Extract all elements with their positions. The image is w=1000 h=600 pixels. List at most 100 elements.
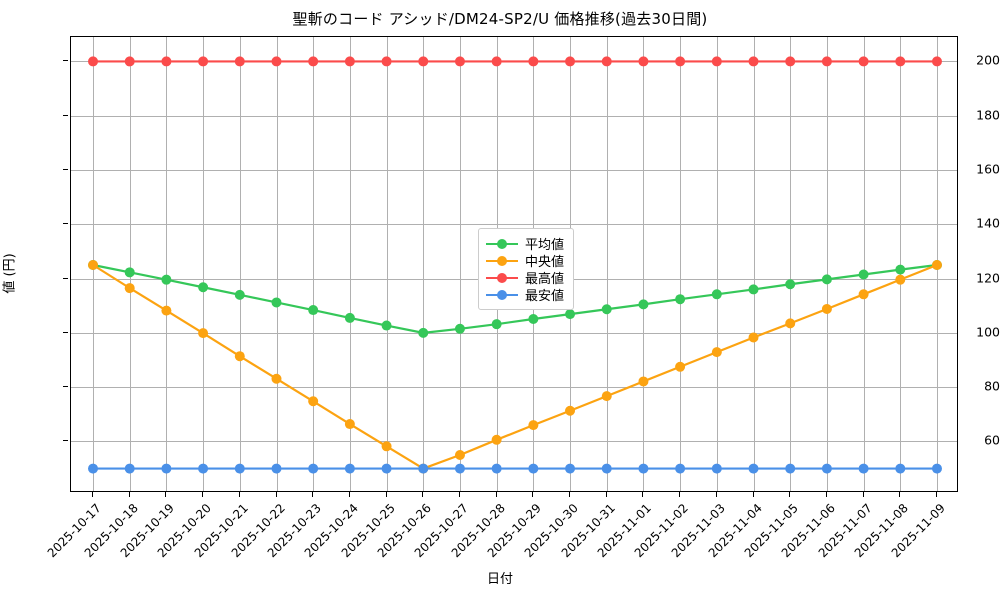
x-tick-mark — [128, 492, 130, 497]
data-point — [308, 305, 319, 316]
data-point — [124, 56, 135, 67]
data-point — [675, 361, 686, 372]
y-tick-label: 100 — [976, 324, 1000, 340]
data-point — [931, 260, 942, 270]
gridline-vertical — [276, 37, 278, 491]
x-tick-mark — [789, 492, 791, 497]
x-tick-mark — [899, 492, 901, 497]
gridline-horizontal — [71, 115, 957, 117]
data-point — [491, 434, 502, 445]
data-point — [858, 289, 869, 300]
data-point — [675, 294, 686, 305]
data-point — [271, 297, 282, 308]
legend-marker-icon — [486, 288, 518, 302]
legend-marker-icon — [486, 271, 518, 285]
data-point — [271, 463, 282, 474]
data-point — [601, 391, 612, 402]
data-point — [308, 463, 319, 474]
data-point — [344, 419, 355, 430]
x-tick-mark — [862, 492, 864, 497]
gridline-vertical — [753, 37, 755, 491]
data-point — [638, 376, 649, 387]
gridline-vertical — [460, 37, 461, 491]
x-tick-mark — [495, 492, 497, 497]
legend-item-4[interactable]: 最安値 — [486, 286, 564, 304]
gridline-horizontal — [71, 224, 957, 226]
chart-title: 聖斬のコード アシッド/DM24-SP2/U 価格推移(過去30日間) — [292, 10, 708, 28]
gridline-vertical — [423, 37, 425, 491]
data-point — [565, 309, 576, 320]
data-point — [565, 405, 576, 416]
gridline-vertical — [863, 37, 865, 491]
gridline-horizontal — [71, 387, 957, 389]
data-point — [161, 56, 172, 67]
data-point — [675, 56, 686, 67]
data-point — [711, 56, 722, 67]
data-point — [528, 56, 539, 67]
y-tick-mark — [63, 223, 68, 225]
gridline-horizontal — [71, 170, 957, 171]
gridline-vertical — [203, 37, 205, 491]
y-tick-label: 140 — [976, 215, 1000, 231]
data-point — [858, 269, 869, 280]
data-point — [88, 463, 99, 474]
gridline-vertical — [900, 37, 902, 491]
gridline-vertical — [680, 37, 682, 491]
gridline-vertical — [239, 37, 241, 491]
data-point — [161, 274, 172, 285]
data-point — [344, 312, 355, 323]
data-point — [308, 396, 319, 407]
x-axis-label: 日付 — [486, 572, 513, 587]
y-tick-mark — [63, 386, 68, 388]
data-point — [858, 56, 869, 67]
gridline-vertical — [716, 37, 718, 491]
x-tick-mark — [569, 492, 571, 497]
data-point — [234, 289, 245, 300]
data-point — [895, 56, 906, 67]
x-tick-mark — [642, 492, 644, 497]
data-point — [601, 304, 612, 315]
chart-legend: 平均値中央値 最高値 最安値 — [478, 228, 575, 310]
data-point — [88, 260, 99, 270]
data-point — [381, 320, 392, 331]
data-point — [528, 463, 539, 474]
x-tick-mark — [752, 492, 754, 497]
data-point — [711, 347, 722, 358]
legend-item-1[interactable]: 平均値 — [486, 235, 564, 253]
gridline-horizontal — [71, 441, 957, 443]
gridline-vertical — [349, 37, 351, 491]
data-point — [601, 463, 612, 474]
y-tick-mark — [63, 277, 68, 279]
data-point — [858, 463, 869, 474]
data-point — [344, 463, 355, 474]
legend-label: 中央値 — [525, 255, 565, 270]
data-point — [785, 279, 796, 290]
data-point — [748, 284, 759, 295]
data-point — [234, 56, 245, 67]
data-point — [821, 274, 832, 285]
x-tick-mark — [165, 492, 167, 497]
legend-item-2[interactable]: 中央値 — [486, 252, 565, 270]
data-point — [601, 56, 612, 67]
data-point — [344, 56, 355, 67]
gridline-horizontal — [71, 332, 957, 334]
series-3 — [88, 56, 942, 67]
gridline-vertical — [826, 37, 828, 491]
data-point — [308, 56, 319, 67]
data-point — [454, 56, 465, 67]
y-tick-label: 160 — [976, 161, 1000, 177]
data-point — [931, 56, 942, 67]
data-point — [124, 283, 135, 294]
x-tick-mark — [459, 492, 461, 497]
data-point — [528, 420, 539, 431]
y-tick-mark — [63, 331, 68, 333]
x-tick-mark — [715, 492, 717, 497]
data-point — [88, 56, 99, 67]
series-line — [91, 263, 939, 334]
legend-item-3[interactable]: 最高値 — [486, 269, 564, 287]
data-point — [565, 463, 576, 474]
data-point — [785, 318, 796, 329]
y-tick-mark — [63, 60, 68, 62]
data-point — [161, 463, 172, 474]
